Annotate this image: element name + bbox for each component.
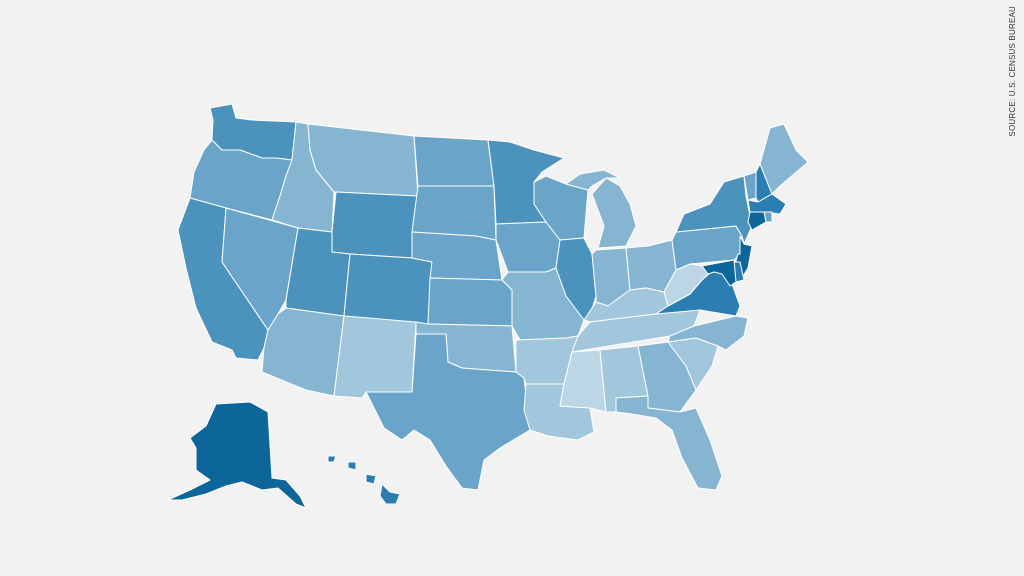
state-CO[interactable] (343, 253, 433, 325)
state-NM[interactable] (333, 315, 417, 399)
state-TN[interactable] (571, 309, 701, 353)
state-MI-UP[interactable] (565, 169, 621, 191)
state-ND[interactable] (413, 135, 495, 187)
state-HI-kauai[interactable] (327, 455, 337, 463)
source-note: SOURCE: U.S. CENSUS BUREAU (1004, 6, 1020, 137)
state-AK[interactable] (167, 401, 307, 509)
state-HI-maui[interactable] (365, 473, 377, 485)
state-HI[interactable] (379, 483, 401, 505)
state-MD[interactable] (701, 259, 737, 287)
state-TX[interactable] (365, 333, 531, 491)
state-FL[interactable] (615, 395, 723, 491)
state-ME[interactable] (759, 123, 809, 195)
state-MI[interactable] (591, 177, 637, 249)
state-NY[interactable] (675, 175, 753, 245)
state-AZ[interactable] (261, 307, 345, 397)
state-HI-oahu[interactable] (347, 461, 357, 471)
source-text: SOURCE: U.S. CENSUS BUREAU (1007, 6, 1017, 137)
state-CT[interactable] (747, 211, 767, 231)
state-NC[interactable] (667, 315, 749, 351)
state-WY[interactable] (331, 191, 419, 259)
state-WI[interactable] (533, 175, 589, 241)
state-IA[interactable] (495, 221, 561, 273)
state-SD[interactable] (411, 185, 497, 241)
state-KS[interactable] (427, 277, 513, 327)
